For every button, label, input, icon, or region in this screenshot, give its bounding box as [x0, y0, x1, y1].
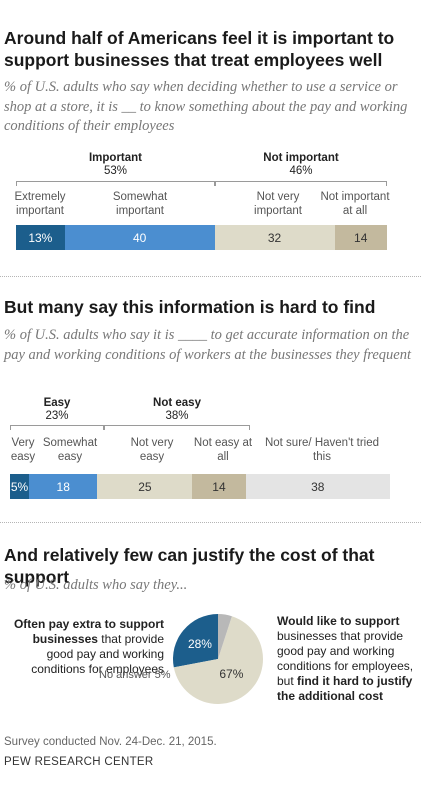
- pie-right-note: Would like to support businesses that pr…: [277, 614, 419, 704]
- chart1-bar-segment: 14: [334, 225, 387, 250]
- chart1-bar-segment: 13%: [16, 225, 65, 250]
- chart1-cat-not-important-at-all: Not important at all: [320, 191, 390, 217]
- chart3-subtitle: % of U.S. adults who say they...: [4, 577, 188, 593]
- chart2-subtitle: % of U.S. adults who say it is ____ to g…: [4, 327, 412, 363]
- note-text: that provide good pay and working condit…: [31, 632, 164, 676]
- divider: [0, 276, 421, 277]
- chart1-group-not-important: Not important 46%: [215, 152, 387, 178]
- note-text: businesses that provide good pay and wor…: [277, 629, 414, 688]
- chart2-cat-very-easy: Very easy: [10, 437, 36, 463]
- pie-slice: [173, 614, 218, 668]
- chart2-group-not-easy: Not easy 38%: [104, 397, 250, 423]
- chart1-bar-segment: 40: [64, 225, 215, 250]
- chart1-cat-not-very-important: Not very important: [254, 191, 302, 217]
- note-bold: businesses: [32, 632, 98, 646]
- chart1-title: Around half of Americans feel it is impo…: [4, 28, 395, 70]
- group-label: Easy: [43, 397, 71, 409]
- footer-note: Survey conducted Nov. 24-Dec. 21, 2015.: [4, 736, 217, 748]
- group-value: 23%: [45, 410, 69, 422]
- chart1-bracket-important: [16, 181, 215, 186]
- divider: [0, 522, 421, 523]
- chart2-bar-segment: 18: [29, 474, 98, 499]
- pie-chart: 28% 67%: [173, 614, 264, 704]
- pie-slice: [173, 616, 264, 704]
- chart1-cat-somewhat-important: Somewhat important: [112, 191, 168, 217]
- group-label: Not easy: [153, 397, 201, 409]
- chart2-bracket-not-easy: [104, 425, 250, 430]
- chart2-title: But many say this information is hard to…: [4, 297, 376, 317]
- chart3-title: And relatively few can justify the cost …: [4, 545, 375, 587]
- chart2-cat-not-easy-at-all: Not easy at all: [193, 437, 253, 463]
- chart1-subtitle: % of U.S. adults who say when deciding w…: [4, 79, 408, 134]
- chart2-group-easy: Easy 23%: [10, 397, 104, 423]
- pie-slice: [218, 614, 232, 659]
- group-value: 46%: [289, 165, 313, 177]
- note-bold: Often pay extra to support: [13, 617, 164, 631]
- pie-slice-label: 28%: [188, 637, 212, 651]
- chart1-bar-segment: 32: [214, 225, 335, 250]
- group-label: Not important: [263, 152, 339, 164]
- group-value: 53%: [103, 165, 128, 177]
- pie-slice-label: 67%: [219, 667, 243, 681]
- chart2-bar: 5% 18 25 14 38: [10, 474, 390, 499]
- chart1-bar: 13% 40 32 14: [16, 225, 387, 250]
- group-value: 38%: [165, 410, 189, 422]
- chart2-bar-segment: 5%: [10, 474, 29, 499]
- pie-no-answer-label: No answer 5%: [99, 669, 171, 681]
- group-label: Important: [88, 152, 143, 164]
- chart1-cat-extremely-important: Extremely important: [14, 191, 66, 217]
- chart2-bar-segment: 14: [192, 474, 246, 499]
- chart2-cat-somewhat-easy: Somewhat easy: [42, 437, 98, 463]
- chart2-bracket-easy: [10, 425, 104, 430]
- chart1-group-important: Important 53%: [16, 152, 215, 178]
- chart2-bar-segment: 25: [97, 474, 193, 499]
- chart2-cat-not-sure: Not sure/ Haven't tried this: [264, 437, 380, 463]
- source-label: PEW RESEARCH CENTER: [4, 756, 154, 768]
- chart2-bar-segment: 38: [245, 474, 390, 499]
- chart1-bracket-not-important: [215, 181, 387, 186]
- note-bold: Would like to support: [277, 614, 400, 628]
- chart2-cat-not-very-easy: Not very easy: [130, 437, 174, 463]
- pie-left-note: Often pay extra to support businesses th…: [8, 617, 164, 677]
- note-bold: find it hard to justify the additional c…: [277, 674, 413, 703]
